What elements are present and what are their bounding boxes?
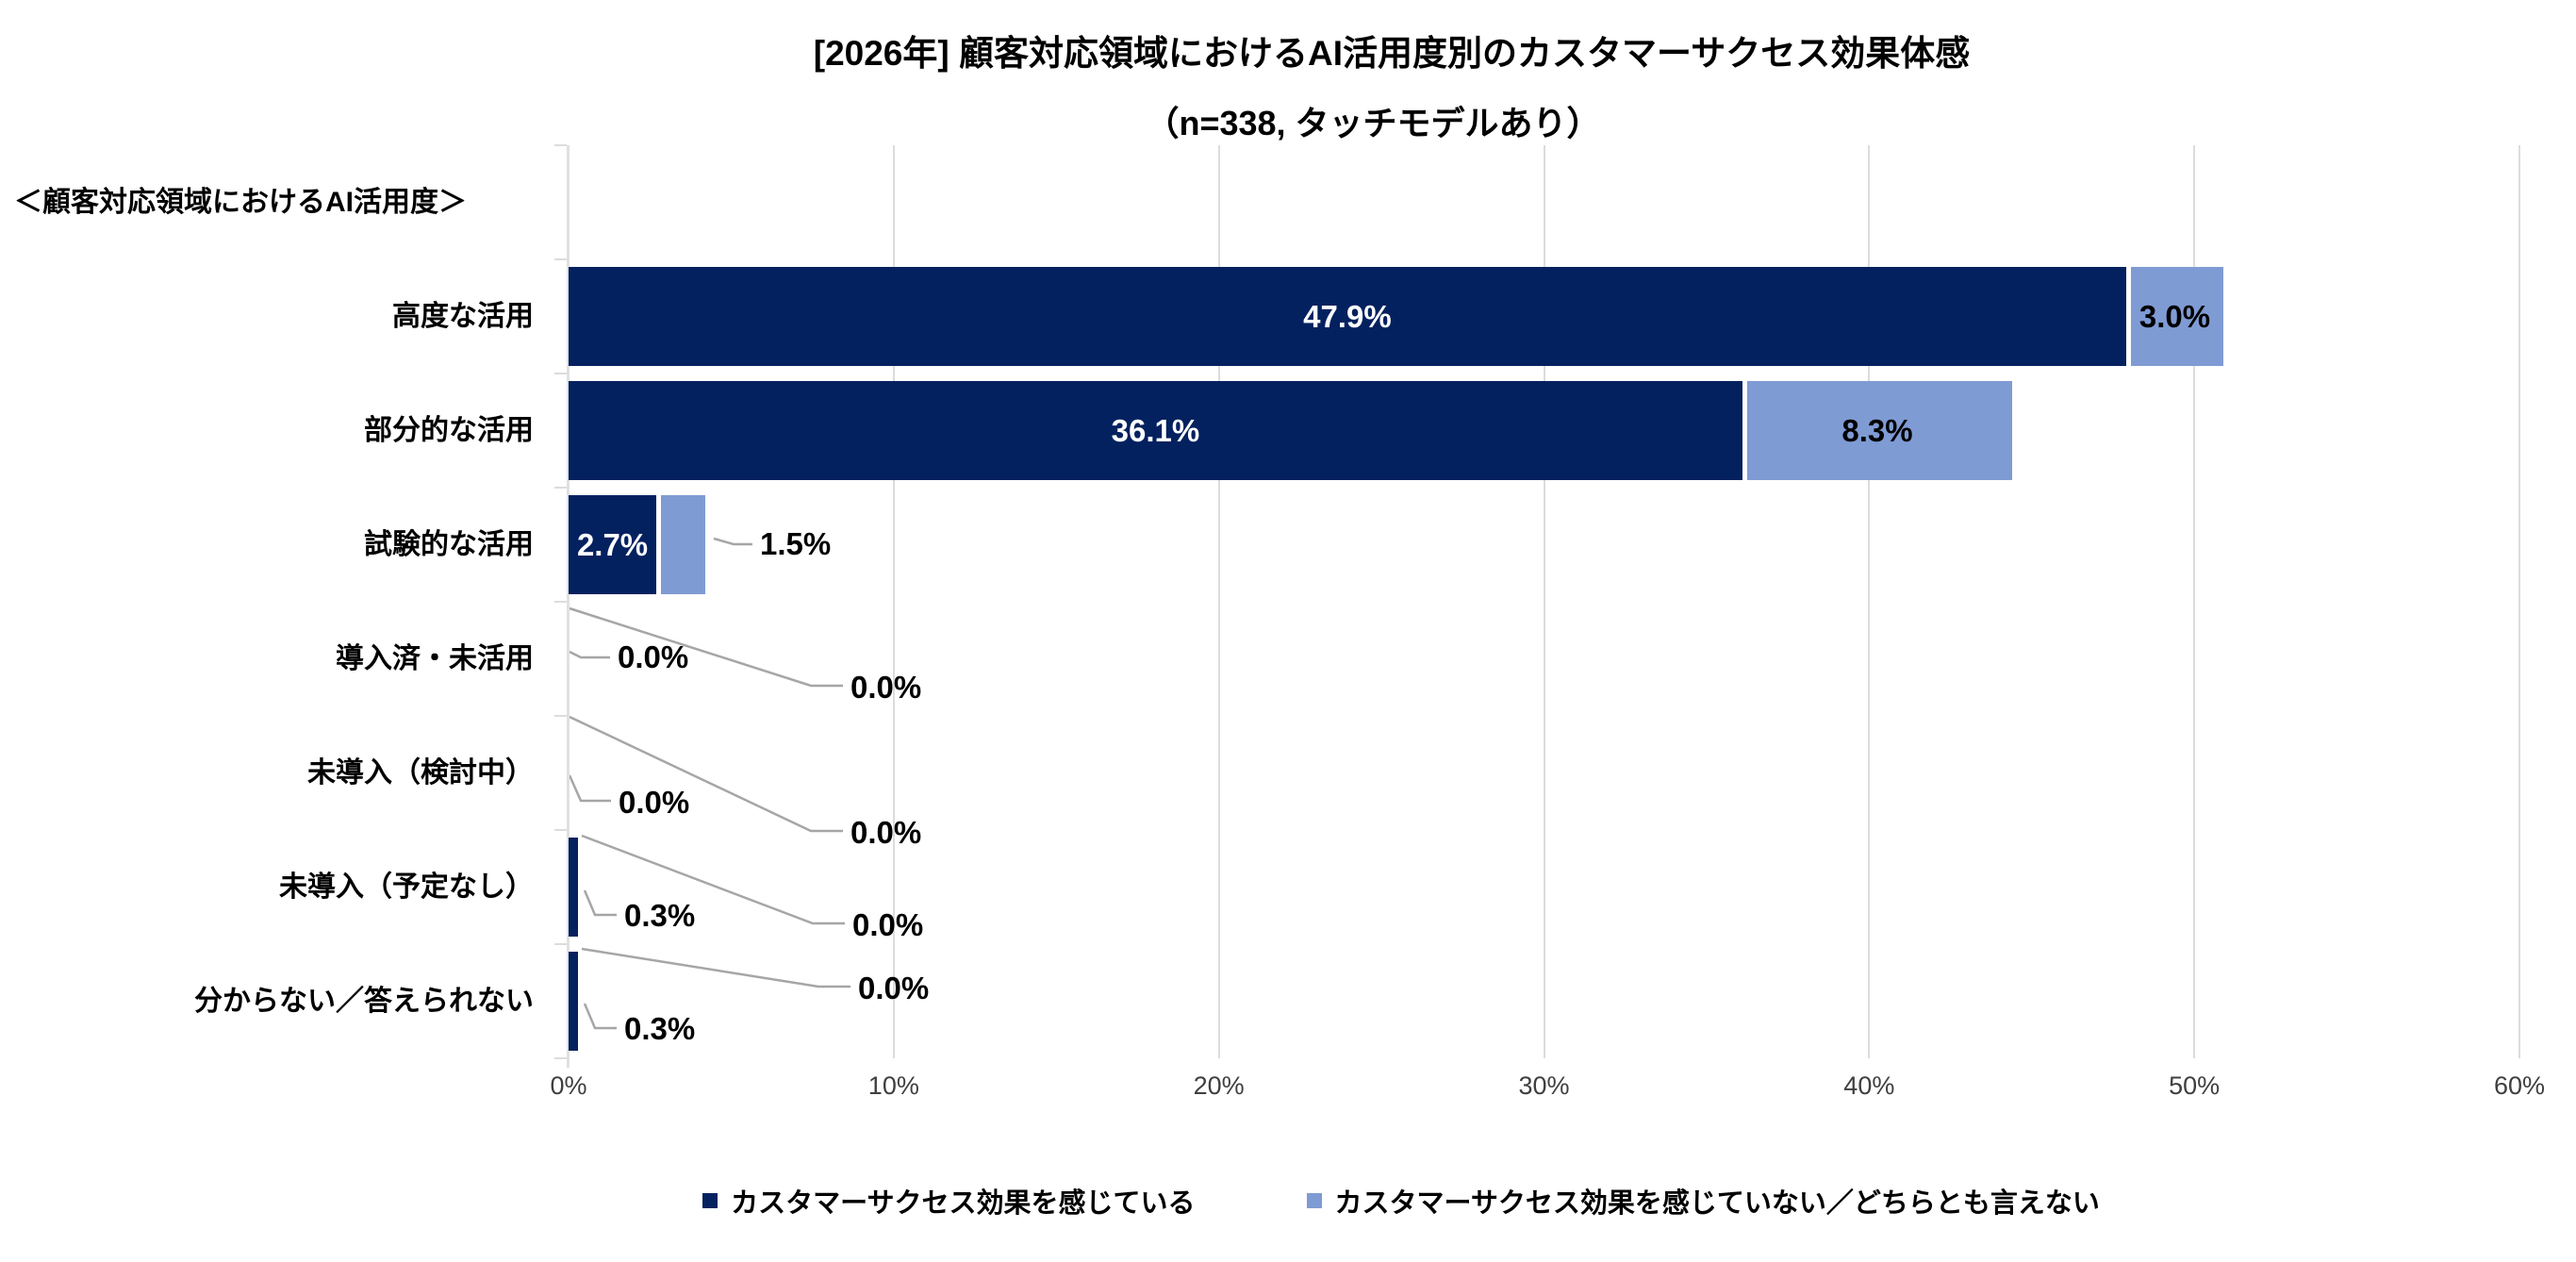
gridline xyxy=(2193,145,2196,1058)
bar-segment-felt xyxy=(569,267,2126,366)
category-label: 分からない／答えられない xyxy=(194,985,534,1017)
axis-tick xyxy=(554,487,567,489)
x-axis-tick-label: 40% xyxy=(1843,1071,1895,1100)
bar-segment-not-felt xyxy=(656,495,705,594)
legend-item-not-felt: カスタマーサクセス効果を感じていない／どちらとも言えない xyxy=(1306,1181,2100,1220)
x-axis-tick-label: 10% xyxy=(867,1071,919,1100)
gridline xyxy=(2518,145,2520,1058)
data-label-felt: 0.0% xyxy=(619,785,690,820)
bar-segment-felt xyxy=(569,381,1742,480)
legend-swatch-not-felt xyxy=(1306,1193,1322,1208)
leader-line xyxy=(569,715,843,833)
category-label: 部分的な活用 xyxy=(364,414,534,446)
leader-line xyxy=(581,834,845,925)
bar-segment-felt xyxy=(569,838,579,937)
gridline xyxy=(1543,145,1545,1058)
leader-line xyxy=(569,606,843,688)
gridline xyxy=(1217,145,1220,1058)
chart-title: [2026年] 顧客対応領域におけるAI活用度別のカスタマーサクセス効果体感 xyxy=(813,34,1971,73)
leader-line xyxy=(581,947,850,988)
leader-line xyxy=(713,537,752,546)
y-axis-line xyxy=(567,145,570,1068)
leader-line xyxy=(583,1003,617,1030)
x-axis-tick-label: 30% xyxy=(1518,1071,1570,1100)
axis-tick xyxy=(554,258,567,260)
leader-line xyxy=(583,889,617,917)
legend-label-not-felt: カスタマーサクセス効果を感じていない／どちらとも言えない xyxy=(1334,1188,2100,1219)
data-label-felt: 0.3% xyxy=(624,1011,696,1046)
data-label-not-felt: 3.0% xyxy=(2138,298,2211,334)
leader-line xyxy=(569,650,610,659)
axis-tick xyxy=(554,829,567,831)
legend: カスタマーサクセス効果を感じている カスタマーサクセス効果を感じていない／どちら… xyxy=(0,1181,2576,1220)
bar-segment-felt xyxy=(569,495,657,594)
data-label-not-felt: 0.0% xyxy=(850,815,922,850)
data-label-felt: 2.7% xyxy=(576,526,649,562)
data-label-not-felt: 0.0% xyxy=(850,670,922,705)
data-label-not-felt: 8.3% xyxy=(1841,412,1913,448)
category-label: 高度な活用 xyxy=(392,300,534,332)
y-axis-header-label: ＜顧客対応領域におけるAI活用度＞ xyxy=(14,186,467,218)
data-label-felt: 0.3% xyxy=(624,898,696,933)
data-label-felt: 36.1% xyxy=(1111,412,1200,448)
axis-tick xyxy=(554,144,567,146)
axis-tick xyxy=(554,601,567,603)
gridline xyxy=(892,145,895,1058)
gridline xyxy=(1868,145,1871,1058)
data-label-felt: 47.9% xyxy=(1303,298,1392,334)
data-label-not-felt: 0.0% xyxy=(858,971,930,1005)
x-axis-tick-label: 20% xyxy=(1193,1071,1245,1100)
chart-subtitle: （n=338, タッチモデルあり） xyxy=(1145,104,1601,142)
legend-label-felt: カスタマーサクセス効果を感じている xyxy=(731,1188,1196,1219)
category-label: 未導入（予定なし） xyxy=(279,871,534,903)
axis-tick xyxy=(554,715,567,717)
bar-segment-not-felt xyxy=(1742,381,2013,480)
data-label-not-felt: 0.0% xyxy=(852,907,924,942)
legend-item-felt: カスタマーサクセス効果を感じている xyxy=(702,1181,1196,1220)
x-axis-tick-label: 60% xyxy=(2493,1071,2546,1100)
axis-tick xyxy=(554,1057,567,1059)
category-label: 未導入（検討中） xyxy=(307,756,534,789)
x-axis-tick-label: 50% xyxy=(2169,1071,2221,1100)
bar-segment-felt xyxy=(569,952,579,1051)
data-label-felt: 0.0% xyxy=(618,639,689,674)
category-label: 試験的な活用 xyxy=(364,528,534,560)
x-axis-tick-label: 0% xyxy=(550,1071,587,1100)
axis-tick xyxy=(554,943,567,945)
legend-swatch-felt xyxy=(702,1193,718,1208)
axis-tick xyxy=(554,373,567,374)
category-label: 導入済・未活用 xyxy=(336,642,534,674)
bar-segment-not-felt xyxy=(2125,267,2224,366)
leader-line xyxy=(568,774,611,803)
data-label-not-felt: 1.5% xyxy=(760,526,832,561)
